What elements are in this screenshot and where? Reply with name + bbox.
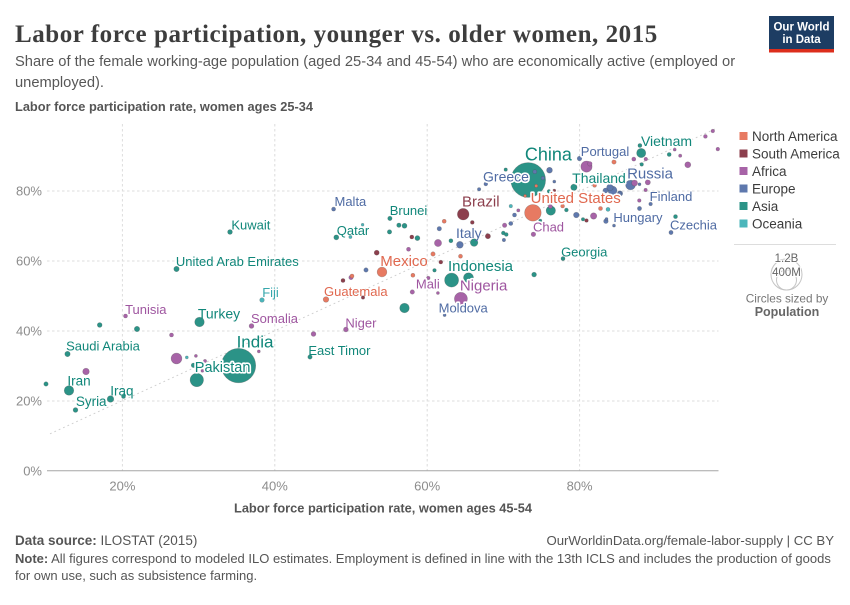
svg-text:Our World: Our World [773,22,829,34]
svg-text:East Timor: East Timor [308,343,371,358]
svg-text:Brunei: Brunei [390,203,428,218]
svg-text:Europe: Europe [752,182,796,197]
svg-text:80%: 80% [567,479,593,494]
svg-text:Note: All figures correspond t: Note: All figures correspond to modeled … [15,551,831,566]
svg-text:60%: 60% [16,254,42,269]
svg-text:United States: United States [531,190,621,207]
svg-text:Brazil: Brazil [462,194,500,211]
svg-text:Chad: Chad [533,220,564,235]
svg-text:40%: 40% [262,479,288,494]
svg-text:0%: 0% [23,463,42,478]
svg-text:Iran: Iran [67,374,90,389]
svg-text:Population: Population [755,305,820,319]
svg-text:Tunisia: Tunisia [125,302,167,317]
svg-text:60%: 60% [414,479,440,494]
svg-text:Labor force participation rate: Labor force participation rate, women ag… [15,99,314,114]
svg-text:Share of the female working-ag: Share of the female working-age populati… [15,54,735,70]
svg-text:Labor force participation, you: Labor force participation, younger vs. o… [15,21,658,48]
svg-text:Labor force participation rate: Labor force participation rate, women ag… [234,501,533,516]
svg-text:Hungary: Hungary [613,210,663,225]
svg-text:Greece: Greece [483,169,529,185]
svg-text:Finland: Finland [650,189,693,204]
svg-text:Georgia: Georgia [561,245,608,260]
svg-text:North America: North America [752,129,838,144]
svg-text:Russia: Russia [627,166,674,183]
svg-text:Mali: Mali [416,277,440,292]
svg-text:Data source: ILOSTAT (2015): Data source: ILOSTAT (2015) [15,533,197,548]
svg-text:Guatemala: Guatemala [324,284,388,299]
svg-text:Pakistan: Pakistan [195,360,251,376]
svg-text:Oceania: Oceania [752,217,803,232]
svg-text:India: India [237,333,274,352]
svg-text:China: China [525,145,573,165]
svg-text:South America: South America [752,147,840,162]
svg-text:Indonesia: Indonesia [448,258,514,275]
svg-text:Moldova: Moldova [439,301,489,316]
svg-text:Syria: Syria [76,394,107,409]
svg-text:Mexico: Mexico [380,253,428,270]
svg-text:Czechia: Czechia [670,218,718,233]
svg-text:Circles sized by: Circles sized by [746,292,829,306]
svg-text:Turkey: Turkey [198,306,240,322]
svg-text:1.2B: 1.2B [775,253,799,265]
svg-text:in Data: in Data [782,34,821,46]
svg-text:Africa: Africa [752,164,787,179]
svg-text:unemployed).: unemployed). [15,75,104,91]
svg-text:Malta: Malta [335,194,368,209]
svg-text:United Arab Emirates: United Arab Emirates [176,254,299,269]
svg-text:400M: 400M [772,267,801,279]
svg-text:Vietnam: Vietnam [641,133,692,149]
svg-text:20%: 20% [109,479,135,494]
svg-text:Saudi Arabia: Saudi Arabia [66,339,140,354]
svg-text:Fiji: Fiji [262,285,279,300]
svg-text:Nigeria: Nigeria [460,278,508,295]
svg-text:Thailand: Thailand [572,170,626,186]
svg-text:Somalia: Somalia [251,311,299,326]
svg-text:OurWorldinData.org/female-labo: OurWorldinData.org/female-labor-supply |… [546,533,834,548]
svg-text:80%: 80% [16,184,42,199]
svg-text:Qatar: Qatar [337,223,370,238]
svg-text:Portugal: Portugal [581,144,630,159]
svg-text:Asia: Asia [752,199,779,214]
svg-text:Italy: Italy [456,225,482,241]
svg-text:Niger: Niger [345,316,377,331]
svg-text:20%: 20% [16,394,42,409]
svg-text:Kuwait: Kuwait [231,218,270,233]
svg-text:40%: 40% [16,324,42,339]
svg-text:Iraq: Iraq [110,384,133,399]
svg-text:for own use, such as subsisten: for own use, such as subsistence farming… [15,568,257,583]
